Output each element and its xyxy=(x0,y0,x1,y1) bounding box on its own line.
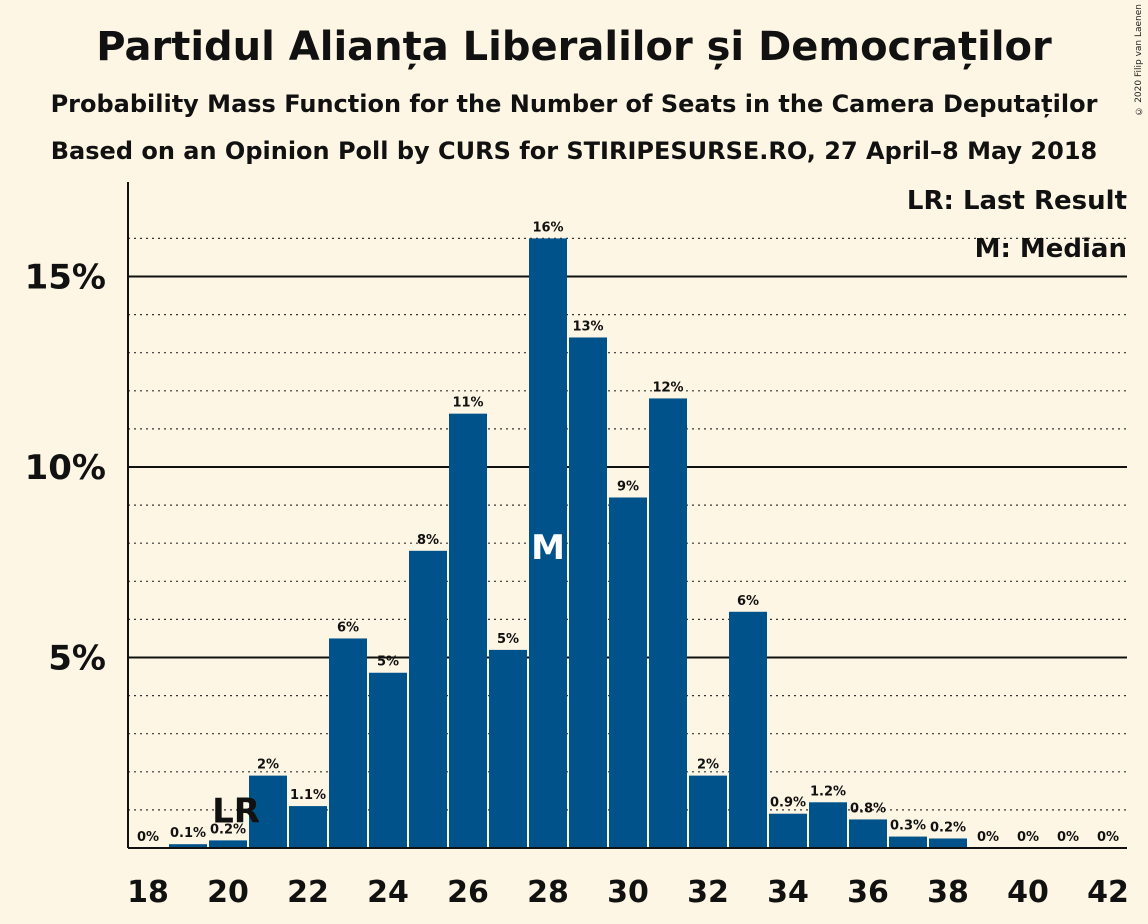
bar xyxy=(449,413,487,848)
bar xyxy=(889,836,927,848)
legend-last-result: LR: Last Result xyxy=(907,186,1127,216)
bar-labels: 0% 0.1% 0.2% 2% 1.1% 6% 5% 8% 11% 5% 16% 13% 9% 12% 2%… xyxy=(137,220,1119,845)
bar-value-label: 0% xyxy=(137,830,159,845)
bar-value-label: 5% xyxy=(497,632,519,647)
bar-value-label: 11% xyxy=(452,396,483,411)
bar-value-label: 0% xyxy=(977,830,999,845)
bar-value-label: 1.1% xyxy=(290,788,326,803)
bar xyxy=(689,775,727,848)
bar-value-label: 0.3% xyxy=(890,819,926,834)
bar-value-label: 0.1% xyxy=(170,826,206,841)
bar xyxy=(209,840,247,848)
bar-value-label: 2% xyxy=(697,758,719,773)
bar xyxy=(729,611,767,848)
bar-value-label: 0.8% xyxy=(850,801,886,816)
bar xyxy=(529,238,567,848)
bar xyxy=(649,398,687,848)
legend-median: M: Median xyxy=(975,234,1127,264)
bar xyxy=(569,337,607,848)
x-tick-label: 18 xyxy=(127,875,169,910)
x-tick-label: 30 xyxy=(607,875,649,910)
bar xyxy=(809,802,847,848)
bar-value-label: 13% xyxy=(572,319,603,334)
x-tick-label: 20 xyxy=(207,875,249,910)
bar xyxy=(849,819,887,848)
bar-value-label: 16% xyxy=(532,220,563,235)
bar xyxy=(169,844,207,848)
y-tick-label: 5% xyxy=(48,639,106,679)
x-tick-label: 38 xyxy=(927,875,969,910)
x-tick-label: 34 xyxy=(767,875,809,910)
bar-value-label: 1.2% xyxy=(810,784,846,799)
bar xyxy=(929,838,967,848)
last-result-marker: LR xyxy=(212,791,260,831)
x-tick-label: 24 xyxy=(367,875,409,910)
x-tick-label: 22 xyxy=(287,875,329,910)
x-tick-label: 42 xyxy=(1087,875,1129,910)
bar-value-label: 0% xyxy=(1097,830,1119,845)
x-tick-label: 28 xyxy=(527,875,569,910)
bar-value-label: 0.2% xyxy=(210,822,246,837)
bar xyxy=(489,649,527,848)
median-marker: M xyxy=(531,528,565,568)
bar xyxy=(769,813,807,848)
bar-value-label: 0% xyxy=(1057,830,1079,845)
x-tick-label: 26 xyxy=(447,875,489,910)
chart-source-line: Based on an Opinion Poll by CURS for STI… xyxy=(50,137,1098,165)
bar xyxy=(409,550,447,848)
bar-value-label: 0.9% xyxy=(770,796,806,811)
bar-value-label: 6% xyxy=(337,620,359,635)
bar-value-label: 9% xyxy=(617,479,639,494)
x-tick-label: 32 xyxy=(687,875,729,910)
bars xyxy=(169,238,967,848)
bar-value-label: 0% xyxy=(1017,830,1039,845)
bar xyxy=(609,497,647,848)
y-tick-label: 10% xyxy=(25,448,106,488)
bar-value-label: 0.2% xyxy=(930,820,966,835)
y-tick-label: 15% xyxy=(25,258,106,298)
bar xyxy=(289,806,327,848)
x-tick-label: 40 xyxy=(1007,875,1049,910)
x-tick-label: 36 xyxy=(847,875,889,910)
chart-subtitle: Probability Mass Function for the Number… xyxy=(50,90,1098,118)
chart-title: Partidul Alianța Liberalilor și Democraț… xyxy=(96,24,1052,70)
bar-value-label: 8% xyxy=(417,533,439,548)
bar xyxy=(329,638,367,848)
bar-value-label: 12% xyxy=(652,380,683,395)
bar xyxy=(369,672,407,848)
bar xyxy=(249,775,287,848)
bar-value-label: 5% xyxy=(377,655,399,670)
bar-value-label: 6% xyxy=(737,594,759,609)
axes: 18 20 22 24 26 28 30 32 34 36 38 40 42 xyxy=(127,182,1129,910)
bar-value-label: 2% xyxy=(257,758,279,773)
